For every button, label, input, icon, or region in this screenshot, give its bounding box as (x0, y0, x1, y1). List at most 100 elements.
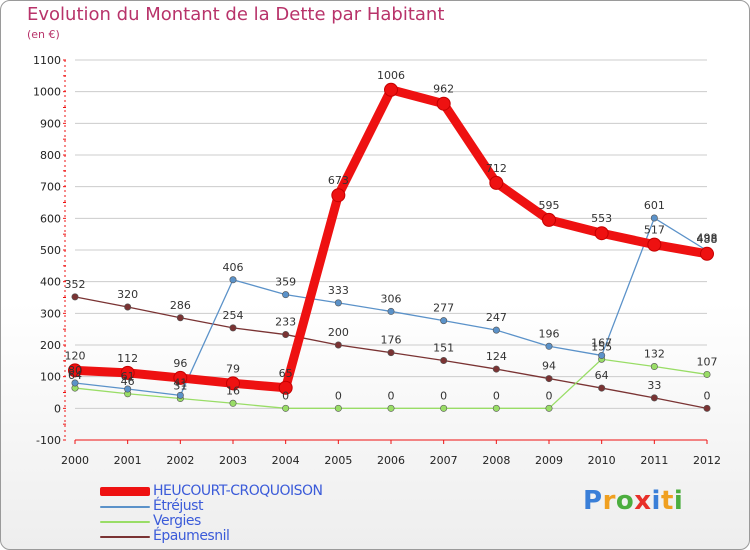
data-point-epaumesnil (229, 324, 237, 332)
data-label-epaumesnil: 0 (704, 389, 711, 402)
data-label-heucourt: 517 (644, 224, 665, 237)
data-point-etrejust (71, 379, 79, 387)
x-tick-label: 2009 (535, 454, 563, 467)
data-point-vergies (334, 404, 342, 412)
data-label-etrejust: 406 (223, 261, 244, 274)
y-tick-label: 700 (40, 181, 61, 194)
data-point-vergies (492, 404, 500, 412)
legend-swatch-heucourt (100, 487, 150, 496)
x-tick-label: 2004 (272, 454, 300, 467)
data-point-etrejust (176, 391, 184, 399)
data-point-epaumesnil (282, 331, 290, 339)
data-point-epaumesnil (703, 404, 711, 412)
proxiti-logo[interactable]: Proxiti (583, 486, 683, 516)
data-point-heucourt (647, 237, 662, 252)
data-label-etrejust: 247 (486, 311, 507, 324)
data-point-heucourt (542, 212, 556, 227)
legend-swatch-epaumesnil (100, 536, 150, 538)
data-label-epaumesnil: 200 (328, 326, 349, 339)
x-tick-label: 2006 (377, 454, 405, 467)
data-label-epaumesnil: 176 (381, 334, 402, 347)
y-tick-label: 500 (40, 244, 61, 257)
data-label-etrejust: 306 (381, 292, 402, 305)
data-label-etrejust: 196 (539, 327, 560, 340)
data-point-etrejust (124, 385, 132, 393)
data-point-etrejust (545, 342, 553, 350)
data-point-heucourt (594, 226, 609, 241)
data-label-vergies: 132 (644, 348, 665, 361)
data-label-heucourt: 1006 (377, 69, 405, 82)
y-tick-label: 800 (40, 149, 61, 162)
data-label-vergies: 0 (493, 389, 500, 402)
data-label-etrejust: 359 (275, 276, 296, 289)
data-label-heucourt: 962 (433, 83, 454, 96)
logo-letter: i (673, 486, 684, 516)
data-point-epaumesnil (387, 349, 395, 357)
data-point-etrejust (387, 307, 395, 315)
data-label-heucourt: 553 (591, 212, 612, 225)
data-label-epaumesnil: 233 (275, 316, 296, 329)
data-point-vergies (387, 404, 395, 412)
data-label-vergies: 0 (546, 389, 553, 402)
legend-label-epaumesnil: Épaumesnil (153, 528, 230, 544)
data-point-vergies (282, 404, 290, 412)
x-tick-label: 2002 (166, 454, 194, 467)
data-point-heucourt (489, 175, 504, 190)
data-point-epaumesnil (440, 357, 448, 365)
logo-letter: i (651, 486, 661, 516)
data-point-heucourt (331, 188, 346, 203)
y-tick-label: 1000 (33, 86, 61, 99)
legend-label-vergies: Vergies (153, 513, 201, 529)
data-point-epaumesnil (492, 365, 500, 373)
data-label-heucourt: 488 (697, 233, 718, 246)
data-point-heucourt (68, 363, 82, 378)
x-tick-label: 2001 (114, 454, 142, 467)
data-label-etrejust: 61 (121, 370, 135, 383)
data-point-heucourt (278, 380, 293, 395)
data-point-vergies (229, 399, 237, 407)
data-point-etrejust (440, 317, 448, 325)
x-tick-label: 2012 (693, 454, 721, 467)
data-label-etrejust: 333 (328, 284, 349, 297)
data-label-vergies: 155 (591, 340, 612, 353)
data-label-heucourt: 112 (117, 352, 138, 365)
data-point-etrejust (282, 291, 290, 299)
data-point-epaumesnil (176, 314, 184, 322)
y-tick-label: 100 (40, 371, 61, 384)
data-point-epaumesnil (124, 303, 132, 311)
data-label-vergies: 16 (226, 384, 240, 397)
data-label-heucourt: 79 (226, 362, 240, 375)
legend-swatch-vergies (100, 521, 150, 523)
y-tick-label: 300 (40, 307, 61, 320)
y-tick-label: 0 (54, 402, 61, 415)
data-point-epaumesnil (545, 375, 553, 383)
data-label-etrejust: 167 (591, 336, 612, 349)
data-label-epaumesnil: 286 (170, 299, 191, 312)
data-label-epaumesnil: 33 (647, 379, 661, 392)
x-tick-label: 2010 (588, 454, 616, 467)
data-label-epaumesnil: 151 (433, 342, 454, 355)
y-tick-label: -100 (36, 434, 61, 447)
data-label-etrejust: 80 (68, 364, 82, 377)
x-tick-label: 2008 (482, 454, 510, 467)
data-label-epaumesnil: 64 (595, 369, 609, 382)
data-label-vergies: 46 (121, 375, 135, 388)
data-point-etrejust (334, 299, 342, 307)
data-label-vergies: 0 (440, 389, 447, 402)
data-point-vergies (703, 370, 711, 378)
data-point-heucourt (173, 370, 188, 385)
data-point-epaumesnil (598, 384, 606, 392)
data-label-heucourt: 712 (486, 162, 507, 175)
chart-unit-label: (en €) (27, 28, 60, 41)
data-label-etrejust: 601 (644, 199, 665, 212)
data-label-etrejust: 41 (173, 376, 187, 389)
data-label-etrejust: 277 (433, 302, 454, 315)
data-point-heucourt (436, 96, 451, 111)
logo-letter: x (634, 486, 652, 516)
data-label-epaumesnil: 254 (223, 309, 244, 322)
data-label-heucourt: 65 (279, 367, 293, 380)
data-point-epaumesnil (650, 394, 658, 402)
y-tick-label: 1100 (33, 54, 61, 67)
legend-label-heucourt: HEUCOURT-CROQUOISON (153, 483, 323, 499)
